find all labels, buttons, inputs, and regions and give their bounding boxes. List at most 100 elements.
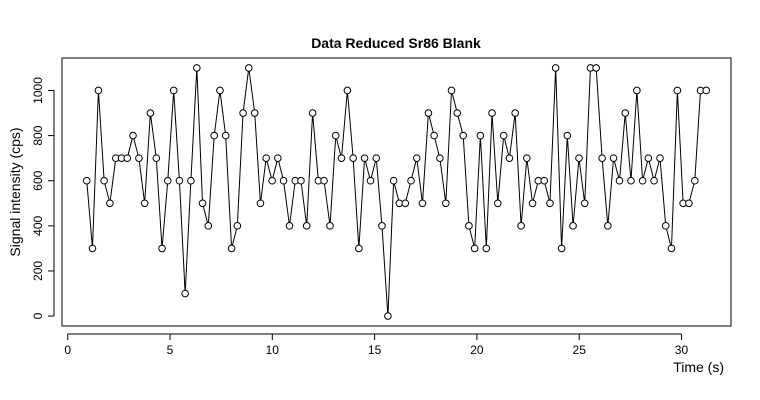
point xyxy=(285,222,294,230)
point xyxy=(442,199,450,208)
point xyxy=(326,222,334,230)
x-tick-label: 25 xyxy=(573,343,587,357)
point xyxy=(488,109,496,117)
x-tick-label: 5 xyxy=(167,343,174,357)
point xyxy=(187,176,195,185)
point xyxy=(569,222,577,230)
point xyxy=(644,154,653,162)
point xyxy=(244,64,253,72)
point xyxy=(360,154,369,162)
point xyxy=(633,86,641,95)
y-tick-label: 200 xyxy=(31,261,45,281)
point xyxy=(418,199,427,208)
point xyxy=(210,131,219,140)
point xyxy=(493,199,502,208)
point xyxy=(279,176,288,185)
x-tick-label: 10 xyxy=(266,343,280,357)
y-tick-label: 1000 xyxy=(31,77,45,104)
point xyxy=(106,199,114,208)
point xyxy=(615,176,624,185)
point xyxy=(551,64,560,72)
point xyxy=(268,176,276,185)
x-tick-label: 20 xyxy=(470,343,484,357)
point xyxy=(204,222,213,230)
point xyxy=(667,244,676,253)
point xyxy=(563,131,572,140)
point xyxy=(412,154,421,162)
point xyxy=(262,154,270,162)
point xyxy=(256,199,265,208)
series-line xyxy=(86,67,707,317)
y-axis-label: Signal intensity (cps) xyxy=(7,127,23,256)
point xyxy=(372,154,381,162)
point xyxy=(337,154,346,162)
point xyxy=(604,222,612,230)
point xyxy=(592,64,600,72)
plot-box xyxy=(61,57,732,327)
point xyxy=(505,154,514,162)
x-tick-label: 30 xyxy=(675,343,689,357)
point xyxy=(250,109,259,117)
point xyxy=(221,131,230,140)
point xyxy=(140,199,149,208)
point xyxy=(100,176,108,185)
point xyxy=(169,86,178,95)
point xyxy=(146,109,155,117)
point xyxy=(274,154,282,162)
point xyxy=(88,244,97,253)
point xyxy=(523,154,531,162)
point xyxy=(135,154,143,162)
point xyxy=(198,199,207,208)
point xyxy=(384,312,392,320)
point xyxy=(175,176,184,185)
point xyxy=(436,154,444,162)
point xyxy=(702,86,711,95)
point xyxy=(424,109,433,117)
point xyxy=(453,109,462,117)
point xyxy=(528,199,537,208)
point xyxy=(227,244,236,253)
point xyxy=(193,64,201,72)
point xyxy=(459,131,467,140)
point xyxy=(430,131,438,140)
point xyxy=(580,199,589,208)
x-axis-label: Time (s) xyxy=(673,359,724,375)
point xyxy=(349,154,357,162)
x-tick-label: 0 xyxy=(64,343,71,357)
point xyxy=(511,109,519,117)
point xyxy=(158,244,166,253)
point xyxy=(297,176,305,185)
point xyxy=(685,199,693,208)
point xyxy=(308,109,317,117)
point xyxy=(661,222,670,230)
point xyxy=(152,154,161,162)
point xyxy=(470,244,479,253)
point xyxy=(598,154,606,162)
point xyxy=(94,86,103,95)
point xyxy=(123,154,132,162)
point xyxy=(517,222,525,230)
point xyxy=(407,176,415,185)
point xyxy=(575,154,583,162)
point xyxy=(320,176,328,185)
point xyxy=(401,199,410,208)
point xyxy=(389,176,398,185)
point xyxy=(540,176,549,185)
point xyxy=(331,131,340,140)
point xyxy=(690,176,699,185)
point xyxy=(355,244,363,253)
y-tick-label: 600 xyxy=(31,170,45,190)
point xyxy=(129,131,137,140)
point xyxy=(302,222,311,230)
x-tick-label: 15 xyxy=(368,343,382,357)
point xyxy=(216,86,224,95)
point xyxy=(638,176,647,185)
point xyxy=(239,109,247,117)
point xyxy=(378,222,386,230)
point xyxy=(476,131,485,140)
point xyxy=(482,244,491,253)
y-tick-label: 400 xyxy=(31,216,45,236)
y-tick-label: 0 xyxy=(31,312,45,319)
y-tick-label: 800 xyxy=(31,125,45,145)
